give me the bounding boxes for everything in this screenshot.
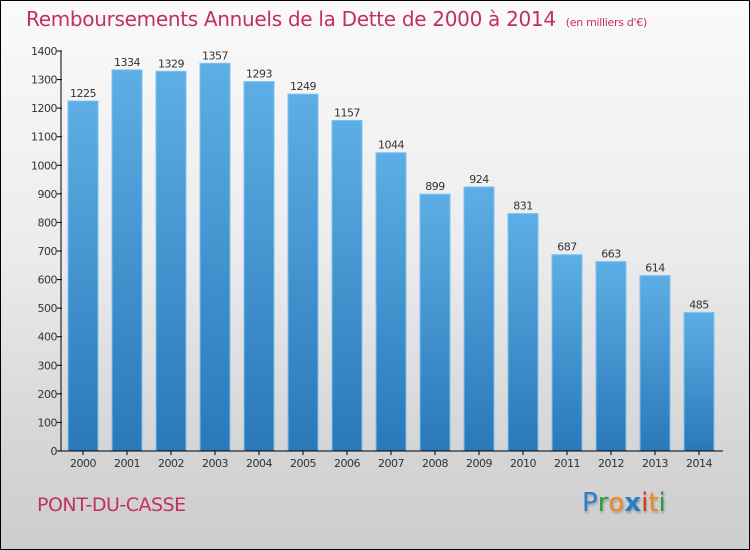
y-tick-label-1300: 1300 bbox=[31, 74, 57, 87]
x-tick-label-2014: 2014 bbox=[686, 457, 712, 470]
bar-2011 bbox=[551, 254, 583, 452]
chart-title-text: Remboursements Annuels de la Dette de 20… bbox=[26, 7, 556, 31]
x-tick-label-2010: 2010 bbox=[510, 457, 536, 470]
y-tick-label-600: 600 bbox=[38, 274, 58, 287]
y-tick-label-100: 100 bbox=[38, 416, 58, 429]
bar-2005 bbox=[287, 93, 319, 452]
bar-label-2014: 485 bbox=[689, 298, 709, 311]
x-tick-label-2003: 2003 bbox=[202, 457, 228, 470]
bar-label-2011: 687 bbox=[557, 241, 577, 254]
y-tick-label-0: 0 bbox=[51, 445, 58, 458]
y-tick-label-1100: 1100 bbox=[31, 131, 57, 144]
logo-letter: x bbox=[624, 488, 642, 518]
y-tick-label-500: 500 bbox=[38, 302, 58, 315]
chart-unit-label: (en milliers d'€) bbox=[565, 16, 647, 29]
x-tick-label-2002: 2002 bbox=[158, 457, 184, 470]
x-tick-label-2000: 2000 bbox=[70, 457, 96, 470]
proxiti-logo[interactable]: Proxiti bbox=[582, 488, 666, 518]
bar-label-2004: 1293 bbox=[246, 68, 272, 81]
bar-label-2012: 663 bbox=[601, 248, 621, 261]
y-tick-label-900: 900 bbox=[38, 188, 58, 201]
y-tick-label-700: 700 bbox=[38, 245, 58, 258]
bar-2013 bbox=[639, 275, 671, 452]
y-tick-label-800: 800 bbox=[38, 216, 58, 229]
bar-2008 bbox=[419, 193, 451, 452]
bars-group: 1225 1334 1329 1357 1293 1249 1157 1044 899 924 83… bbox=[67, 49, 715, 452]
bar-2000 bbox=[67, 100, 99, 452]
bar-label-2000: 1225 bbox=[70, 87, 96, 100]
bar-label-2003: 1357 bbox=[202, 49, 228, 62]
logo-letter: t bbox=[648, 488, 659, 518]
bar-2007 bbox=[375, 152, 407, 452]
bar-label-2013: 614 bbox=[645, 262, 665, 275]
x-tick-label-2005: 2005 bbox=[290, 457, 316, 470]
chart-title: Remboursements Annuels de la Dette de 20… bbox=[26, 7, 647, 31]
logo-letter: P bbox=[582, 488, 598, 518]
x-tick-label-2007: 2007 bbox=[378, 457, 404, 470]
bar-label-2002: 1329 bbox=[158, 57, 184, 70]
bar-2004 bbox=[243, 81, 275, 452]
axes-group: 2000 2001 2002 2003 2004 2005 2006 2007 2008 2009… bbox=[31, 45, 723, 470]
logo-letter: r bbox=[597, 488, 609, 518]
x-tick-label-2012: 2012 bbox=[598, 457, 624, 470]
city-name: PONT-DU-CASSE bbox=[37, 494, 186, 516]
bar-2003 bbox=[199, 62, 231, 452]
y-tick-label-300: 300 bbox=[38, 359, 58, 372]
bar-label-2010: 831 bbox=[513, 200, 533, 213]
y-tick-label-1200: 1200 bbox=[31, 102, 57, 115]
bar-label-2007: 1044 bbox=[378, 139, 404, 152]
x-tick-label-2004: 2004 bbox=[246, 457, 272, 470]
bar-2010 bbox=[507, 213, 539, 452]
x-tick-label-2013: 2013 bbox=[642, 457, 668, 470]
y-tick-label-1000: 1000 bbox=[31, 159, 57, 172]
bar-2009 bbox=[463, 186, 495, 452]
y-tick-label-200: 200 bbox=[38, 388, 58, 401]
logo-letter: i bbox=[658, 488, 666, 518]
bar-2001 bbox=[111, 69, 143, 452]
x-tick-label-2011: 2011 bbox=[554, 457, 580, 470]
bar-label-2008: 899 bbox=[425, 180, 445, 193]
bar-label-2009: 924 bbox=[469, 173, 489, 186]
bar-label-2001: 1334 bbox=[114, 56, 140, 69]
bar-2012 bbox=[595, 261, 627, 452]
logo-letter: i bbox=[641, 488, 649, 518]
logo-letter: o bbox=[608, 488, 625, 518]
bar-2006 bbox=[331, 119, 363, 452]
x-tick-label-2001: 2001 bbox=[114, 457, 140, 470]
bar-2014 bbox=[683, 311, 715, 452]
y-tick-label-400: 400 bbox=[38, 331, 58, 344]
x-tick-label-2009: 2009 bbox=[466, 457, 492, 470]
x-tick-label-2006: 2006 bbox=[334, 457, 360, 470]
bar-label-2005: 1249 bbox=[290, 80, 316, 93]
bar-label-2006: 1157 bbox=[334, 106, 360, 119]
bar-2002 bbox=[155, 70, 187, 452]
x-tick-label-2008: 2008 bbox=[422, 457, 448, 470]
y-tick-label-1400: 1400 bbox=[31, 45, 57, 58]
